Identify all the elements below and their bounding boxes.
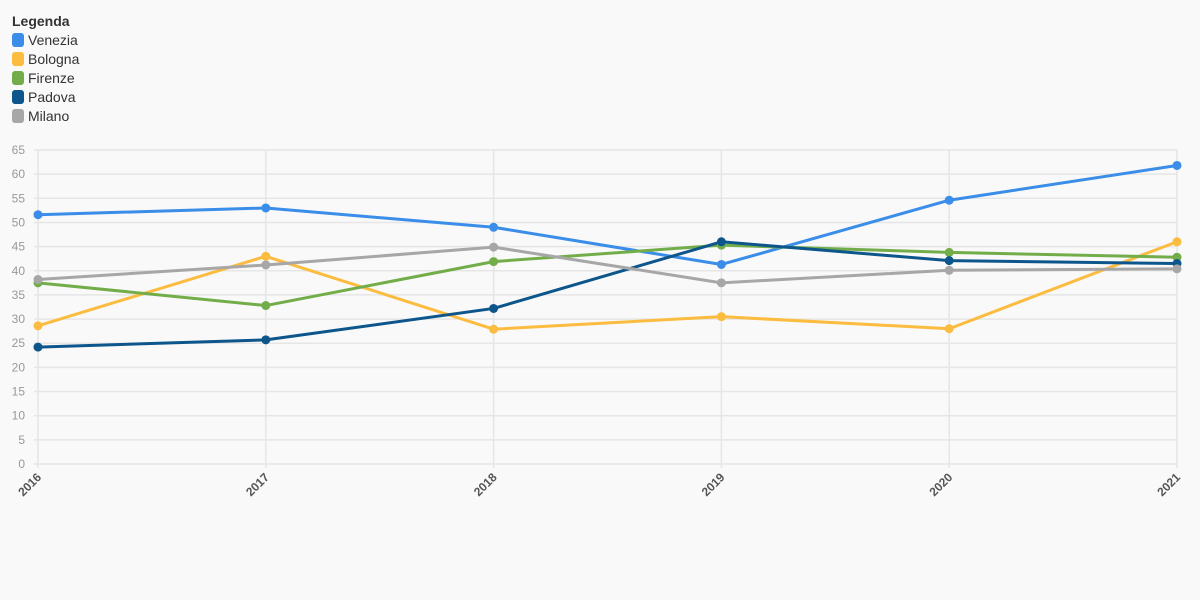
x-tick-label: 2021 <box>1154 470 1183 499</box>
data-point-padova <box>944 256 954 266</box>
data-point-bologna <box>33 321 43 331</box>
y-tick-label: 15 <box>12 385 26 399</box>
x-tick-label: 2017 <box>243 470 272 499</box>
series-line-padova <box>37 240 1178 349</box>
y-tick-label: 55 <box>12 191 26 205</box>
data-point-milano <box>489 242 499 252</box>
data-point-milano <box>261 260 271 270</box>
data-point-padova <box>716 237 726 247</box>
x-tick-label: 2016 <box>15 470 44 499</box>
chart-series <box>33 160 1182 352</box>
legend-items: Venezia Bologna Firenze Padova Milano <box>12 30 79 125</box>
data-point-venezia <box>33 210 43 220</box>
data-point-venezia <box>1172 160 1182 170</box>
legend-swatch <box>12 70 24 85</box>
legend-title: Legenda <box>12 13 70 29</box>
legend-swatch <box>12 108 24 123</box>
legend-label: Milano <box>28 107 70 124</box>
series-line-venezia <box>37 163 1178 266</box>
legend-item[interactable]: Milano <box>12 106 79 125</box>
y-tick-label: 65 <box>12 143 26 157</box>
y-tick-label: 60 <box>12 167 26 181</box>
data-point-venezia <box>261 203 271 213</box>
data-point-bologna <box>1172 237 1182 247</box>
legend-label: Venezia <box>28 31 78 48</box>
legend-swatch <box>12 89 24 104</box>
x-tick-label: 2020 <box>927 470 956 499</box>
legend-label: Padova <box>28 88 76 105</box>
legend-label: Firenze <box>28 69 75 86</box>
data-point-bologna <box>944 324 954 334</box>
legend-item[interactable]: Padova <box>12 87 79 106</box>
data-point-milano <box>944 265 954 275</box>
y-tick-label: 20 <box>12 360 26 374</box>
x-tick-label: 2018 <box>471 470 500 499</box>
x-axis: 2016 2017 2018 2019 2020 2021 <box>15 470 1183 499</box>
data-point-venezia <box>944 195 954 205</box>
legend: Legenda Venezia Bologna Firenze Padova Milan… <box>12 12 79 125</box>
data-point-milano <box>33 274 43 284</box>
data-point-milano <box>716 278 726 288</box>
y-tick-label: 50 <box>12 215 26 229</box>
data-point-venezia <box>716 259 726 269</box>
data-point-padova <box>33 342 43 352</box>
legend-item[interactable]: Venezia <box>12 30 79 49</box>
series-line-milano <box>37 245 1178 285</box>
data-point-venezia <box>489 222 499 232</box>
data-point-padova <box>489 303 499 313</box>
y-tick-label: 40 <box>12 264 26 278</box>
legend-swatch <box>12 51 24 66</box>
y-tick-label: 35 <box>12 288 26 302</box>
data-point-firenze <box>1172 252 1182 262</box>
legend-swatch <box>12 32 24 47</box>
y-axis: 0 5 10 15 20 25 30 35 40 45 50 55 60 65 <box>12 143 26 471</box>
chart-grid <box>34 149 1178 468</box>
data-point-firenze <box>489 257 499 267</box>
data-point-firenze <box>261 301 271 311</box>
legend-item[interactable]: Bologna <box>12 49 79 68</box>
legend-item[interactable]: Firenze <box>12 68 79 87</box>
data-point-milano <box>1172 264 1182 274</box>
y-tick-label: 45 <box>12 240 26 254</box>
y-tick-label: 10 <box>12 409 26 423</box>
data-point-bologna <box>261 251 271 261</box>
data-point-padova <box>261 335 271 345</box>
y-tick-label: 30 <box>12 312 26 326</box>
y-tick-label: 25 <box>12 336 26 350</box>
data-point-bologna <box>489 324 499 334</box>
x-tick-label: 2019 <box>699 470 728 499</box>
y-tick-label: 0 <box>18 457 25 471</box>
data-point-bologna <box>716 312 726 322</box>
series-line-firenze <box>37 243 1178 308</box>
data-point-firenze <box>944 247 954 257</box>
y-tick-label: 5 <box>18 433 25 447</box>
legend-label: Bologna <box>28 50 80 67</box>
